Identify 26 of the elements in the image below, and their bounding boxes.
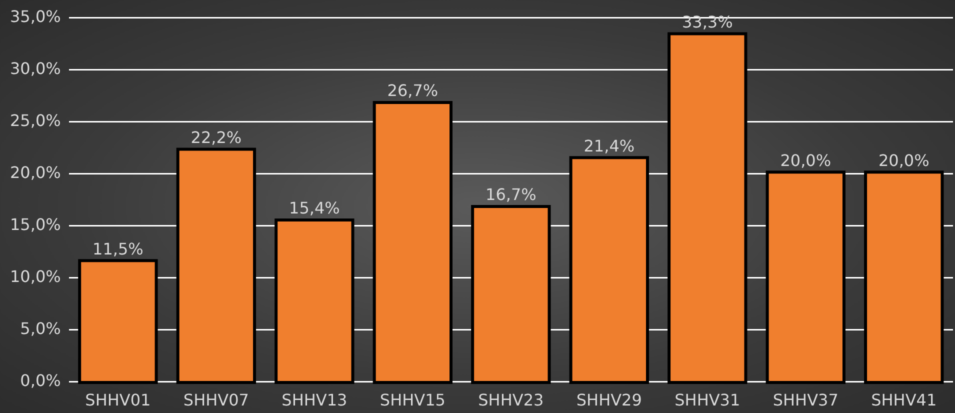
y-tick-label: 15,0%: [10, 214, 61, 234]
x-tick-label: SHHV07: [183, 390, 249, 410]
y-tick-label: 10,0%: [10, 266, 61, 286]
x-tick-label: SHHV41: [871, 390, 937, 410]
data-label: 11,5%: [92, 239, 144, 258]
x-tick-label: SHHV23: [478, 390, 544, 410]
data-label: 26,7%: [387, 81, 438, 100]
data-label: 33,3%: [682, 12, 733, 32]
data-label: 22,2%: [190, 128, 242, 147]
y-tick-label: 20,0%: [10, 162, 61, 182]
data-label: 15,4%: [289, 198, 340, 218]
data-label: 21,4%: [584, 136, 635, 156]
y-tick-label: 5,0%: [20, 318, 61, 338]
y-tick-label: 35,0%: [10, 6, 61, 26]
x-tick-label: SHHV31: [674, 390, 740, 410]
x-tick-label: SHHV15: [380, 390, 446, 410]
y-tick-label: 25,0%: [10, 110, 61, 130]
data-label: 20,0%: [780, 150, 832, 170]
data-label: 20,0%: [878, 150, 930, 170]
x-tick-label: SHHV37: [772, 390, 838, 410]
x-tick-label: SHHV01: [85, 390, 151, 410]
data-label: 16,7%: [486, 185, 536, 204]
y-tick-label: 30,0%: [10, 58, 61, 78]
y-tick-label: 0,0%: [20, 370, 61, 390]
x-tick-label: SHHV13: [282, 390, 348, 410]
x-tick-label: SHHV29: [576, 390, 642, 410]
